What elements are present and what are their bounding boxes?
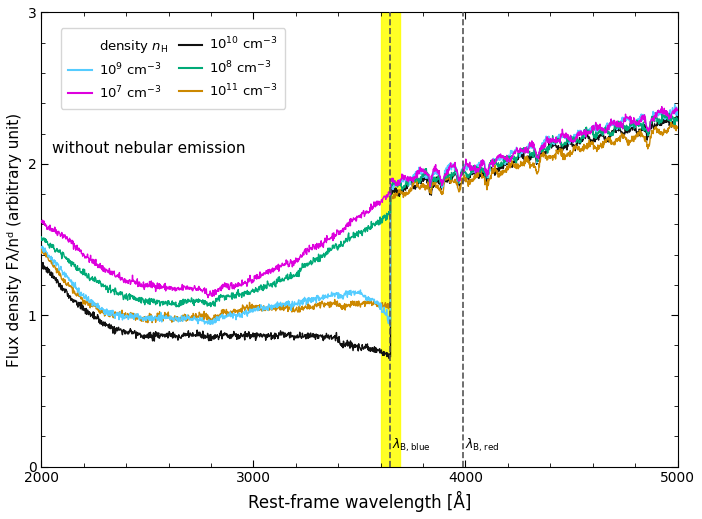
Text: $\lambda_{\rm B,red}$: $\lambda_{\rm B,red}$ xyxy=(465,437,499,455)
Y-axis label: Flux density Fλ/nᵈ (arbitrary unit): Flux density Fλ/nᵈ (arbitrary unit) xyxy=(7,113,22,366)
X-axis label: Rest-frame wavelength [Å]: Rest-frame wavelength [Å] xyxy=(248,491,471,512)
Legend: density $n_{\rm H}$, $10^{9}$ cm$^{-3}$, $10^{7}$ cm$^{-3}$, $10^{10}$ cm$^{-3}$: density $n_{\rm H}$, $10^{9}$ cm$^{-3}$,… xyxy=(60,28,286,109)
Bar xyxy=(380,12,400,467)
Text: $\lambda_{\rm B,blue}$: $\lambda_{\rm B,blue}$ xyxy=(392,437,431,455)
Text: without nebular emission: without nebular emission xyxy=(52,141,245,156)
